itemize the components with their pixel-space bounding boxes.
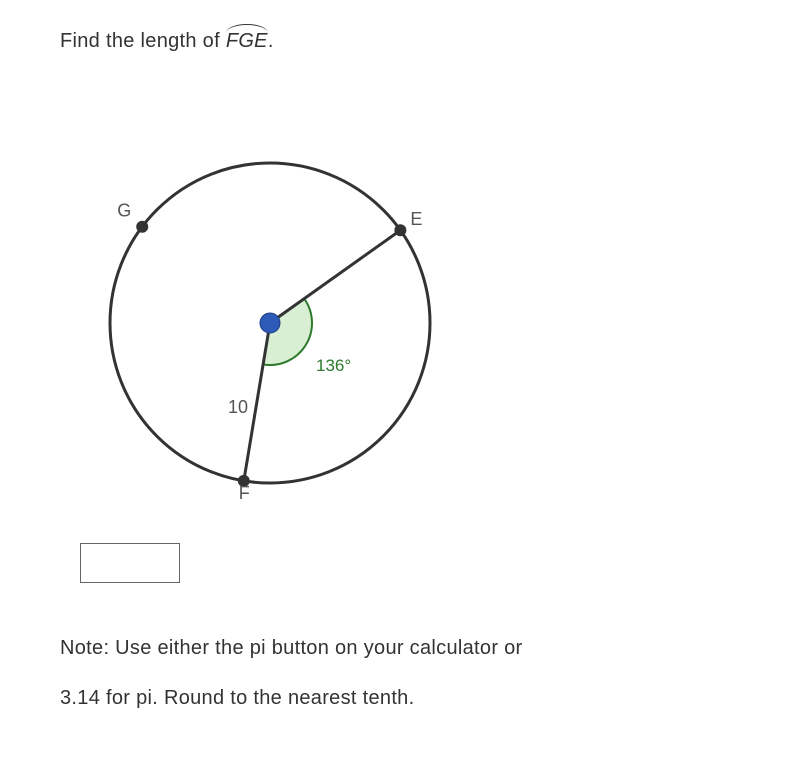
note-line1: Note: Use either the pi button on your c…	[60, 623, 740, 673]
radius-to-e	[270, 230, 400, 323]
answer-input[interactable]	[80, 543, 180, 583]
note-line2: 3.14 for pi. Round to the nearest tenth.	[60, 673, 740, 723]
point-e-dot	[394, 224, 406, 236]
point-g-dot	[136, 221, 148, 233]
question-text: Find the length of FGE.	[60, 30, 740, 53]
label-g: G	[117, 201, 131, 221]
circle-diagram: G E F 10 136°	[50, 93, 490, 513]
angle-value-label: 136°	[316, 356, 351, 375]
center-point	[260, 313, 280, 333]
note-text: Note: Use either the pi button on your c…	[60, 623, 740, 723]
diagram-svg: G E F 10 136°	[50, 93, 490, 513]
radius-length-label: 10	[228, 397, 248, 417]
question-prefix: Find the length of	[60, 30, 226, 52]
question-suffix: .	[268, 30, 274, 52]
label-e: E	[410, 209, 422, 229]
arc-label: FGE	[226, 30, 268, 53]
label-f: F	[239, 483, 250, 503]
